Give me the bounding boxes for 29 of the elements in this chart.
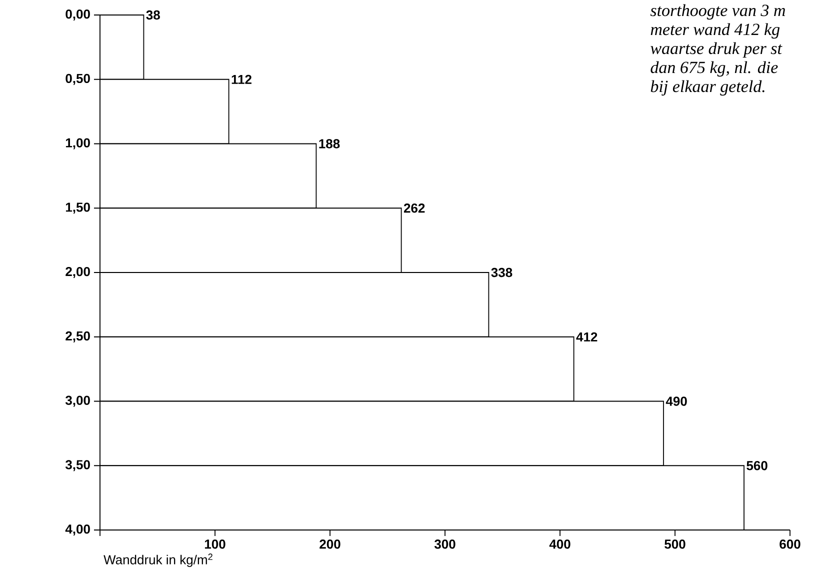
data-label: 188: [319, 139, 340, 148]
data-label: 338: [491, 268, 512, 278]
x-tick-label: 300: [434, 540, 456, 549]
annotation: bij elkaar geteld.: [650, 80, 764, 96]
data-label: 112: [232, 74, 252, 84]
x-tick-label: 100: [204, 540, 226, 549]
y-tick-label: 3,00: [65, 396, 90, 407]
x-axis-title: Wanddruk in kg/m$^{2}$: [104, 554, 212, 567]
data-label: 560: [746, 461, 768, 470]
y-tick-label: 1,00: [66, 138, 90, 150]
x-tick-label: 600: [780, 540, 800, 549]
x-tick-label: 500: [664, 540, 686, 549]
y-tick-label: 2,50: [66, 331, 90, 342]
annotation: waartse druk per st: [650, 42, 782, 58]
y-tick-label: 3,50: [65, 460, 90, 472]
y-tick-label: 0,00: [66, 9, 90, 21]
annotation: meter wand 412 kg: [650, 23, 780, 39]
annotation: dan 675 kg, nl. die: [650, 61, 778, 77]
x-tick-label: 200: [320, 540, 340, 549]
y-tick-label: 0,50: [66, 74, 90, 85]
data-label: 490: [666, 396, 687, 406]
y-tick-label: 4,00: [65, 524, 90, 536]
x-tick-label: 400: [549, 540, 570, 549]
y-tick-label: 2,00: [66, 266, 90, 278]
y-tick-label: 1,50: [66, 202, 90, 214]
data-label: 412: [576, 332, 598, 342]
data-label: 262: [404, 204, 425, 213]
annotation: storthoogte van 3 m: [650, 4, 786, 20]
data-label: 38: [146, 10, 160, 20]
